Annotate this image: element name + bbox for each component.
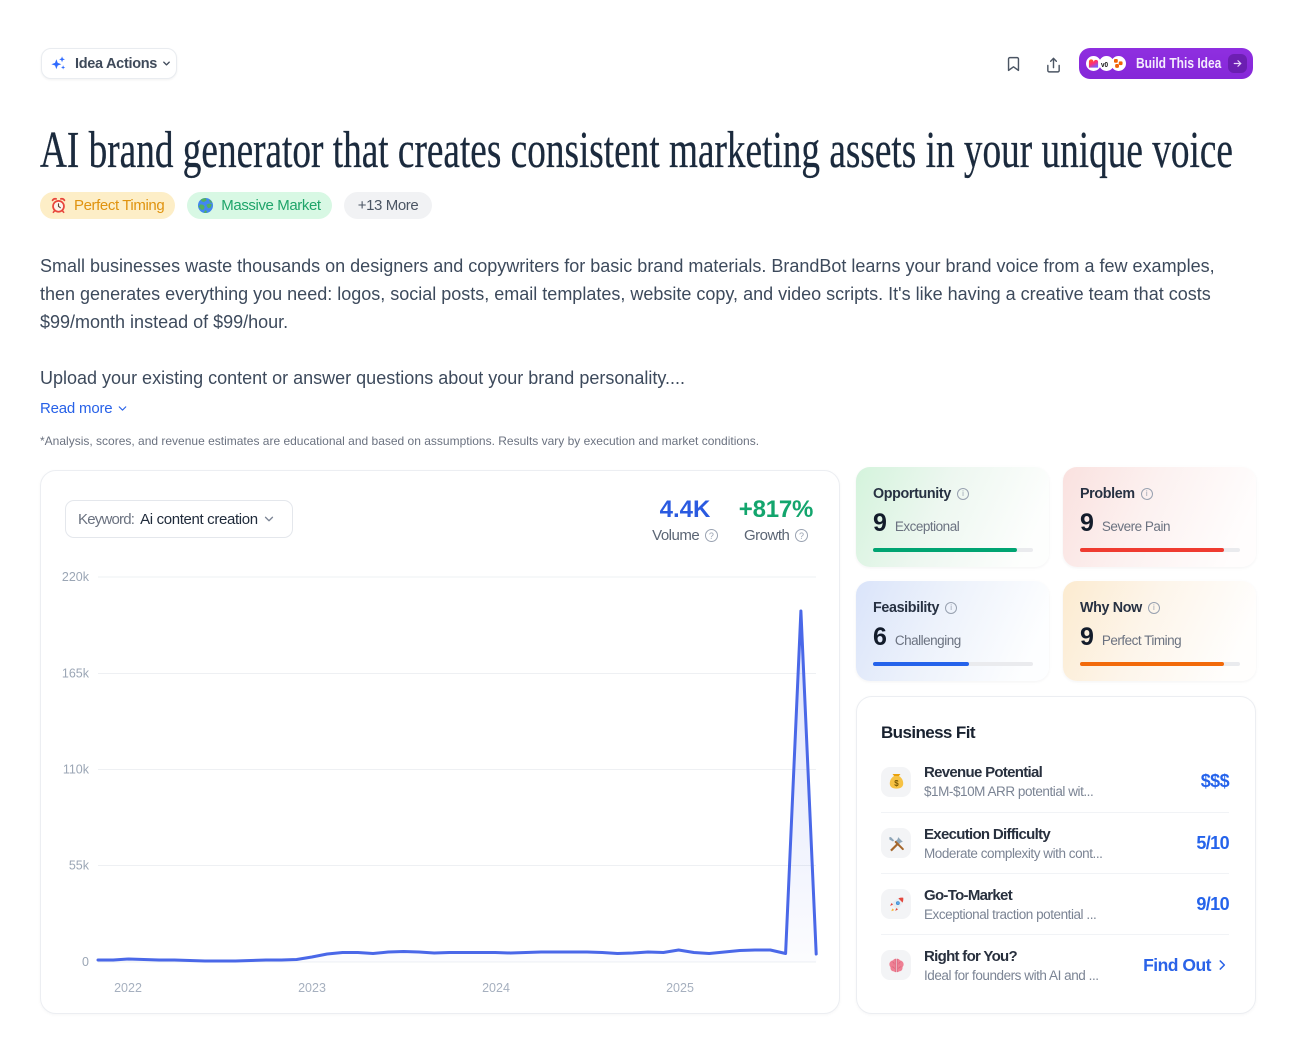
svg-text:$: $ bbox=[894, 779, 899, 788]
svg-text:220k: 220k bbox=[62, 570, 90, 584]
svg-text:165k: 165k bbox=[62, 667, 90, 681]
svg-text:110k: 110k bbox=[63, 763, 90, 777]
svg-text:2024: 2024 bbox=[482, 981, 510, 995]
svg-text:0: 0 bbox=[82, 955, 89, 969]
svg-text:55k: 55k bbox=[69, 859, 90, 873]
svg-text:2022: 2022 bbox=[114, 981, 142, 995]
svg-text:2023: 2023 bbox=[298, 981, 326, 995]
svg-text:2025: 2025 bbox=[666, 981, 694, 995]
